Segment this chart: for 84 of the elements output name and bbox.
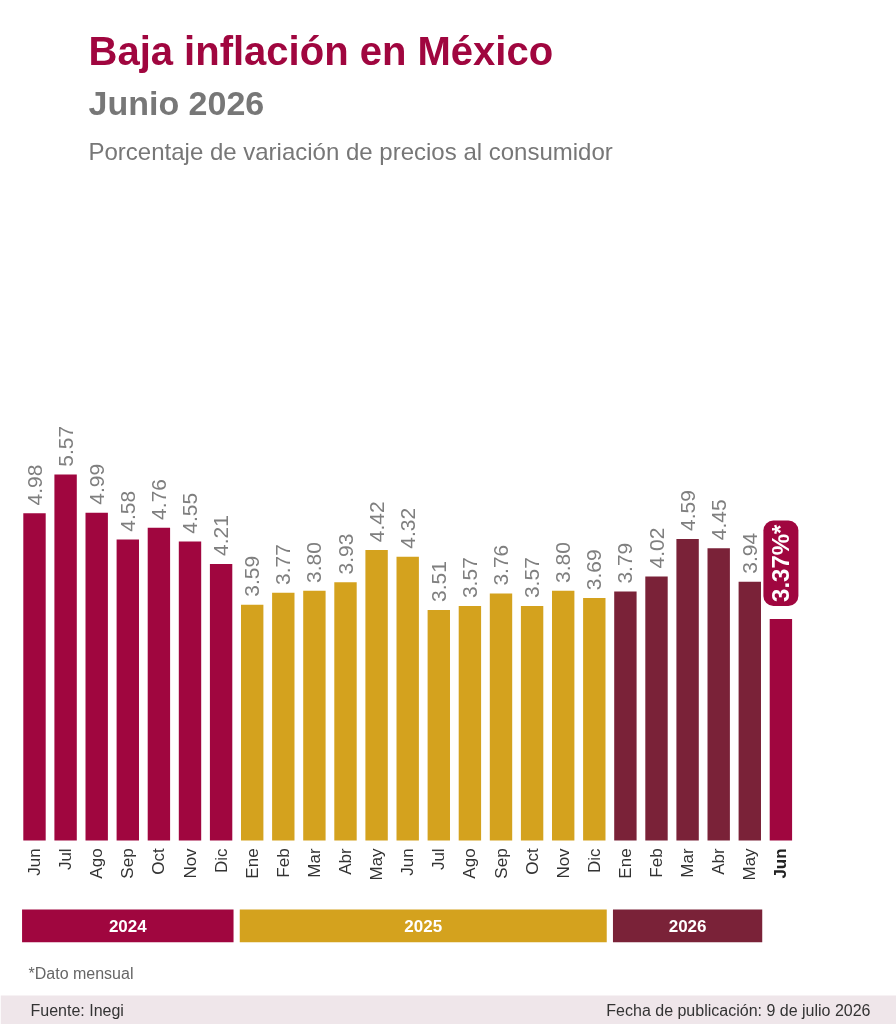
x-tick-label: Jun (771, 848, 791, 879)
x-tick-label: Oct (522, 848, 542, 875)
bar (147, 527, 171, 841)
x-tick-label: Abr (709, 848, 729, 875)
data-label: 3.59 (240, 555, 264, 597)
data-label: 4.59 (675, 490, 699, 532)
bar (427, 609, 450, 841)
data-label: 3.80 (551, 542, 575, 583)
data-label: 3.51 (426, 561, 450, 603)
data-label: 3.69 (582, 549, 606, 591)
data-label: 3.57 (457, 557, 481, 599)
bar (303, 590, 326, 841)
data-label: 4.02 (644, 527, 668, 569)
x-tick-label: May (367, 847, 387, 881)
data-label: 4.45 (706, 499, 730, 541)
bar (209, 563, 233, 841)
data-label: 3.57 (520, 557, 544, 599)
bar (365, 550, 388, 841)
bar (116, 539, 139, 841)
bar (272, 592, 295, 841)
x-tick-label: Ago (460, 848, 480, 879)
data-label: 4.42 (364, 501, 388, 543)
x-tick-label: Abr (336, 848, 355, 875)
x-tick-label: Feb (647, 848, 666, 878)
bar (676, 538, 699, 841)
bar (334, 582, 357, 841)
bar (489, 593, 513, 841)
data-label: 3.37%* (767, 523, 795, 602)
data-label: 4.32 (395, 507, 419, 549)
data-label: 4.99 (84, 463, 108, 505)
x-tick-label: Dic (584, 847, 604, 873)
text: 2025 (404, 916, 443, 936)
x-tick-label: Nov (553, 847, 573, 879)
data-label: 4.21 (209, 515, 233, 557)
data-label: 3.80 (302, 542, 326, 583)
x-tick-label: Mar (304, 848, 324, 878)
bar (769, 619, 793, 841)
x-tick-label: Ago (87, 848, 107, 879)
bar (23, 513, 46, 841)
text: 2026 (668, 916, 707, 936)
x-tick-label: Jul (429, 848, 449, 871)
text: *Dato mensual (28, 965, 134, 982)
data-label: 3.94 (737, 532, 761, 574)
source-note: Fuente: Inegi (30, 1002, 124, 1019)
bar (583, 598, 606, 841)
x-tick-label: Feb (273, 848, 293, 878)
text: Porcentaje de variación de precios al consumidor (88, 138, 613, 165)
x-tick-label: Mar (678, 848, 698, 878)
data-label: 5.57 (53, 425, 77, 467)
x-tick-label: Oct (149, 848, 169, 875)
x-tick-label: Sep (118, 848, 138, 879)
data-label: 3.76 (489, 544, 512, 586)
data-label: 4.55 (178, 492, 201, 534)
x-tick-label: Jul (56, 848, 76, 871)
bar (178, 541, 202, 841)
x-tick-label: Dic (211, 847, 231, 873)
bar (458, 605, 482, 841)
bar (738, 581, 761, 841)
bar (520, 605, 544, 841)
bar (54, 474, 77, 841)
chart-title: Baja inflación en México (88, 28, 554, 73)
data-label: 4.58 (115, 490, 139, 532)
data-label: 4.76 (146, 479, 170, 520)
bar (614, 591, 637, 841)
bar (396, 556, 419, 841)
data-label: 3.79 (613, 542, 637, 584)
x-tick-label: May (740, 847, 760, 881)
bar (645, 576, 668, 841)
text: Fecha de publicación: 9 de julio 2026 (606, 1002, 871, 1019)
bar (552, 590, 575, 841)
x-tick-label: Jun (398, 848, 418, 876)
chart-subtitle: Junio 2026 (88, 83, 265, 122)
x-tick-label: Ene (242, 848, 262, 879)
x-tick-label: Ene (615, 848, 635, 879)
data-label: 3.93 (333, 533, 357, 575)
data-label: 4.98 (22, 464, 46, 506)
bar (85, 512, 108, 841)
bar (707, 548, 730, 841)
data-label: 3.77 (271, 544, 295, 585)
x-tick-label: Nov (180, 847, 200, 879)
x-tick-label: Sep (491, 848, 511, 879)
bar (241, 604, 264, 841)
text: 2024 (108, 916, 148, 936)
x-tick-label: Jun (25, 848, 44, 876)
